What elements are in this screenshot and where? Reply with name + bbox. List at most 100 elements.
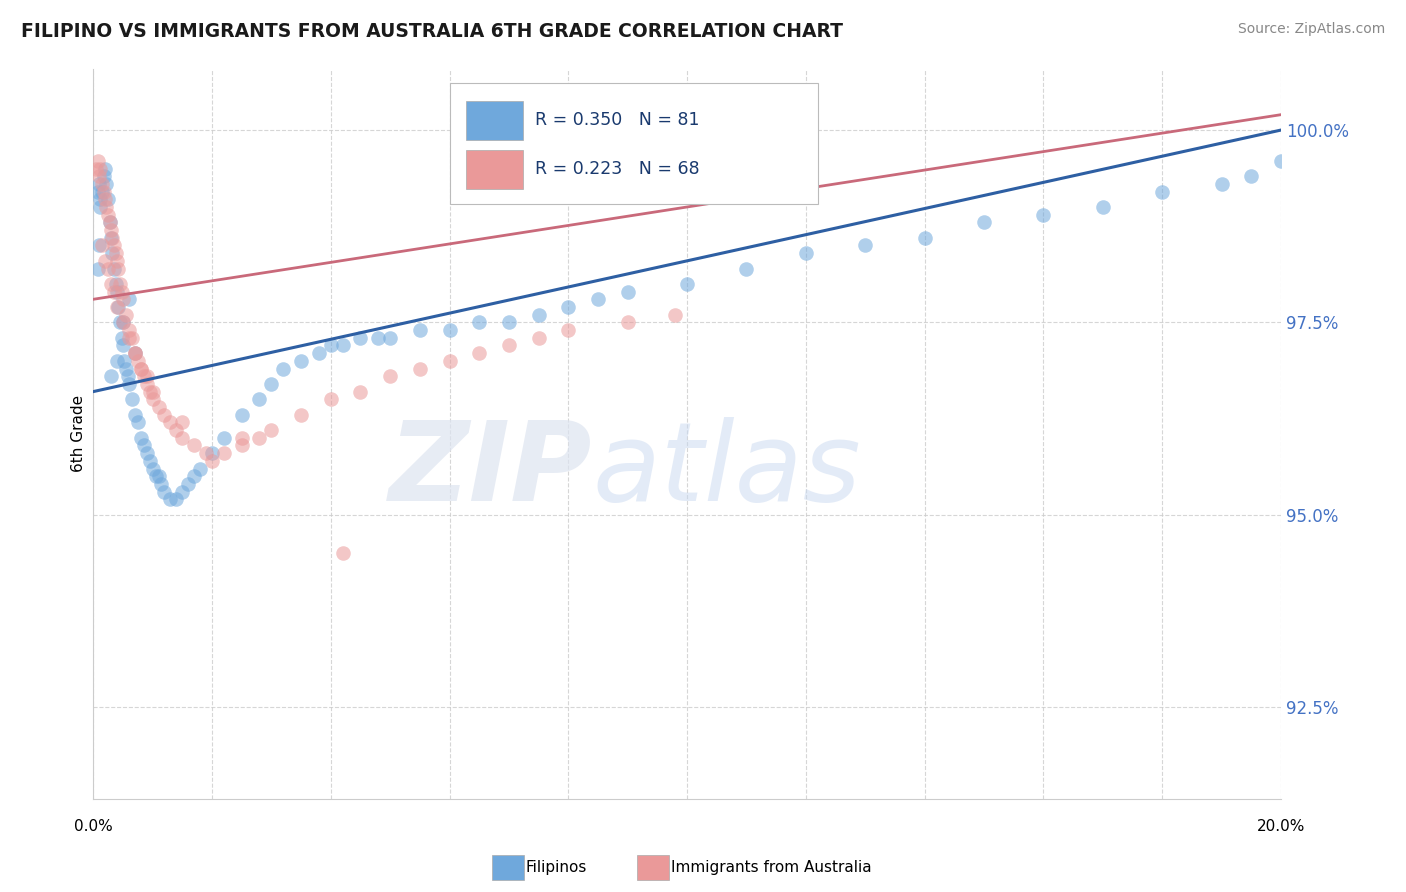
Point bbox=[319, 338, 342, 352]
Point bbox=[557, 300, 579, 314]
Point bbox=[148, 469, 170, 483]
Point bbox=[142, 392, 165, 407]
Point bbox=[367, 331, 389, 345]
Point bbox=[100, 231, 122, 245]
Point bbox=[249, 431, 271, 445]
Point bbox=[111, 293, 134, 307]
Point bbox=[1091, 200, 1114, 214]
Point bbox=[527, 331, 550, 345]
Point bbox=[249, 392, 271, 407]
Point bbox=[308, 346, 330, 360]
Point bbox=[115, 361, 138, 376]
Point bbox=[108, 315, 131, 329]
Point bbox=[349, 331, 371, 345]
Point bbox=[349, 384, 371, 399]
Point bbox=[87, 153, 110, 168]
Point bbox=[142, 461, 165, 475]
Point bbox=[94, 253, 117, 268]
Point bbox=[1152, 185, 1174, 199]
Point bbox=[142, 384, 165, 399]
Point bbox=[127, 416, 149, 430]
Point bbox=[124, 346, 146, 360]
Point bbox=[111, 338, 134, 352]
Point bbox=[148, 400, 170, 414]
Point bbox=[378, 331, 401, 345]
Point bbox=[100, 223, 122, 237]
Point bbox=[527, 308, 550, 322]
FancyBboxPatch shape bbox=[450, 83, 818, 203]
Point bbox=[260, 376, 283, 391]
Point bbox=[172, 416, 194, 430]
Point bbox=[188, 461, 211, 475]
Point bbox=[115, 308, 138, 322]
Point bbox=[1240, 169, 1263, 184]
Point bbox=[93, 169, 115, 184]
Point bbox=[231, 438, 253, 452]
Point bbox=[87, 177, 110, 191]
Point bbox=[468, 315, 491, 329]
Point bbox=[290, 408, 312, 422]
Point bbox=[439, 323, 461, 337]
Point bbox=[794, 246, 817, 260]
Point bbox=[212, 431, 235, 445]
Text: atlas: atlas bbox=[592, 417, 860, 524]
Point bbox=[121, 392, 143, 407]
Point bbox=[231, 431, 253, 445]
Point bbox=[183, 469, 205, 483]
Point bbox=[378, 369, 401, 384]
Point bbox=[94, 161, 117, 176]
Point bbox=[96, 200, 118, 214]
Point bbox=[129, 431, 152, 445]
Point bbox=[498, 315, 520, 329]
Point bbox=[165, 423, 187, 437]
Point bbox=[135, 446, 157, 460]
Point bbox=[124, 346, 146, 360]
Point bbox=[84, 161, 107, 176]
Point bbox=[853, 238, 876, 252]
FancyBboxPatch shape bbox=[467, 150, 523, 189]
Point bbox=[91, 185, 114, 199]
Point bbox=[98, 215, 121, 229]
Point bbox=[676, 277, 699, 291]
Point bbox=[89, 238, 111, 252]
Text: FILIPINO VS IMMIGRANTS FROM AUSTRALIA 6TH GRADE CORRELATION CHART: FILIPINO VS IMMIGRANTS FROM AUSTRALIA 6T… bbox=[21, 22, 844, 41]
Point bbox=[183, 438, 205, 452]
Point bbox=[132, 369, 155, 384]
Point bbox=[89, 169, 111, 184]
Point bbox=[616, 285, 638, 299]
Point bbox=[138, 384, 160, 399]
Point bbox=[124, 408, 146, 422]
Point bbox=[159, 492, 181, 507]
Point bbox=[973, 215, 995, 229]
Point bbox=[93, 185, 115, 199]
Point bbox=[177, 477, 200, 491]
Point bbox=[586, 293, 609, 307]
Point bbox=[94, 192, 117, 206]
Point bbox=[172, 431, 194, 445]
Point bbox=[111, 315, 134, 329]
Point bbox=[153, 408, 176, 422]
Point bbox=[735, 261, 758, 276]
Point bbox=[409, 361, 432, 376]
Point bbox=[271, 361, 294, 376]
Point bbox=[231, 408, 253, 422]
Point bbox=[172, 484, 194, 499]
Point bbox=[201, 446, 224, 460]
Point bbox=[118, 293, 141, 307]
Point bbox=[111, 285, 134, 299]
Y-axis label: 6th Grade: 6th Grade bbox=[72, 395, 86, 473]
Point bbox=[153, 484, 176, 499]
Text: Source: ZipAtlas.com: Source: ZipAtlas.com bbox=[1237, 22, 1385, 37]
Point bbox=[112, 354, 135, 368]
Point bbox=[105, 253, 128, 268]
Point bbox=[111, 331, 134, 345]
Point bbox=[103, 285, 125, 299]
Point bbox=[132, 438, 155, 452]
Point bbox=[100, 277, 122, 291]
Point bbox=[150, 477, 173, 491]
Text: 20.0%: 20.0% bbox=[1257, 819, 1305, 833]
Point bbox=[107, 300, 129, 314]
Point bbox=[159, 416, 181, 430]
Point bbox=[165, 492, 187, 507]
Text: Immigrants from Australia: Immigrants from Australia bbox=[671, 860, 872, 874]
